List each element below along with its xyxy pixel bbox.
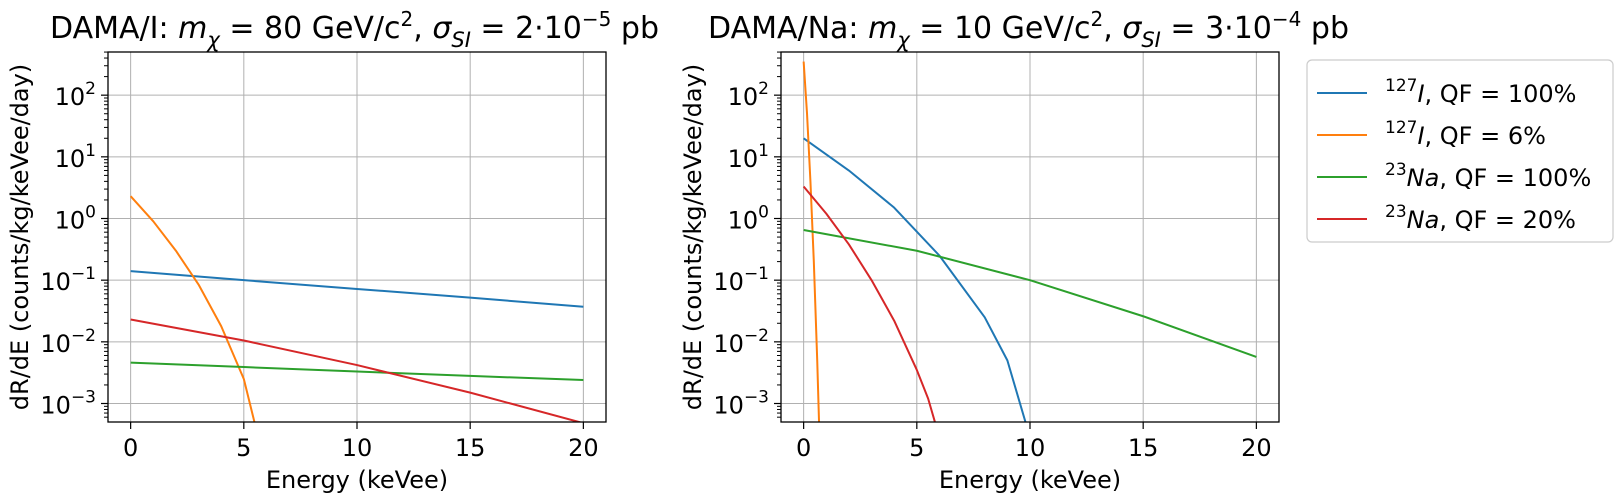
- chart-1-series-line: [130, 270, 584, 308]
- chart-2-series-line: [802, 185, 936, 422]
- chart-1-axes: 0 5 10 15 20 10−3 10−2 10−1 100 101 102 Energy (keV…: [6, 51, 607, 494]
- chart-1-y-tick-label: 10−1: [40, 264, 96, 296]
- chart-1-title: DAMA/I: mχ = 80 GeV/c2, σSI = 2·10−5 pb: [50, 7, 659, 52]
- chart-2-y-tick-label: 101: [728, 141, 769, 173]
- legend-label: 127I, QF = 6%: [1385, 118, 1546, 150]
- chart-1-x-axis-label: Energy (keVee): [266, 466, 448, 494]
- chart-2-y-tick-label: 102: [728, 79, 769, 111]
- legend-label: 23Na, QF = 20%: [1385, 202, 1576, 234]
- chart-1-y-tick-label: 100: [55, 203, 96, 235]
- chart-2-x-tick-label: 15: [1128, 434, 1159, 462]
- legend-label: 23Na, QF = 100%: [1385, 160, 1591, 192]
- chart-1-series-line: [130, 361, 584, 382]
- chart-2-series-line: [803, 229, 1257, 358]
- legend-label: 127I, QF = 100%: [1385, 76, 1576, 108]
- chart-2-series-line: [802, 61, 821, 422]
- chart-1-y-tick-label: 10−3: [40, 388, 96, 420]
- chart-1-x-tick-label: 20: [568, 434, 599, 462]
- chart-1-series-line: [130, 318, 583, 422]
- chart-2-y-tick-label: 10−1: [713, 264, 769, 296]
- chart-2-axes: 0 5 10 15 20 10−3 10−2 10−1 100 101 102 Energy (keV…: [679, 51, 1280, 494]
- chart-1-y-tick-label: 102: [55, 79, 96, 111]
- chart-2-y-tick-label: 10−3: [713, 388, 769, 420]
- chart-1-x-tick-label: 10: [342, 434, 373, 462]
- chart-2-y-tick-label: 100: [728, 203, 769, 235]
- chart-1-y-axis-label: dR/dE (counts/kg/keVee/day): [6, 64, 34, 410]
- chart-2-axes-frame: [780, 51, 1280, 423]
- chart-2-x-tick-label: 0: [796, 434, 811, 462]
- chart-1-y-tick-label: 101: [55, 141, 96, 173]
- legend: 127I, QF = 100% 127I, QF = 6% 23Na, QF = 1…: [1306, 59, 1614, 243]
- chart-1-y-tick-label: 10−2: [40, 326, 96, 358]
- chart-1-x-tick-label: 5: [236, 434, 251, 462]
- chart-2-x-axis-label: Energy (keVee): [939, 466, 1121, 494]
- chart-2-y-tick-label: 10−2: [713, 326, 769, 358]
- chart-2-title: DAMA/Na: mχ = 10 GeV/c2, σSI = 3·10−4 pb: [708, 7, 1349, 52]
- chart-2-x-tick-label: 10: [1015, 434, 1046, 462]
- chart-2-x-tick-label: 5: [909, 434, 924, 462]
- chart-1-x-tick-label: 0: [123, 434, 138, 462]
- legend-frame: [1306, 59, 1614, 243]
- chart-2-y-axis-label: dR/dE (counts/kg/keVee/day): [679, 64, 707, 410]
- chart-1-series-line: [129, 195, 256, 422]
- chart-1-x-tick-label: 15: [455, 434, 486, 462]
- chart-2-x-tick-label: 20: [1241, 434, 1272, 462]
- chart-1-axes-frame: [107, 51, 607, 423]
